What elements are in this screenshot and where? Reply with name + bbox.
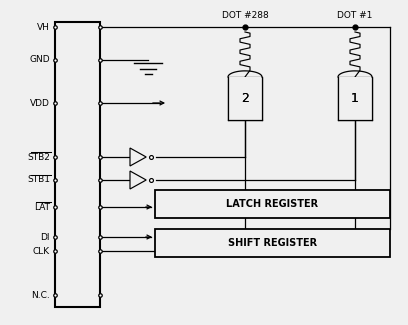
Bar — [338, 77, 372, 120]
Text: DOT #1: DOT #1 — [337, 11, 373, 20]
Text: DI: DI — [40, 232, 50, 241]
Text: N.C.: N.C. — [31, 291, 50, 300]
Text: DOT #288: DOT #288 — [222, 11, 268, 20]
Bar — [155, 190, 390, 218]
Text: VDD: VDD — [30, 98, 50, 108]
Polygon shape — [130, 171, 146, 189]
Text: STB1: STB1 — [27, 176, 50, 185]
Text: LAT: LAT — [34, 202, 50, 212]
Bar — [338, 77, 372, 120]
Text: 1: 1 — [351, 92, 359, 105]
Text: 1: 1 — [351, 92, 359, 105]
Text: VH: VH — [37, 22, 50, 32]
Text: LATCH REGISTER: LATCH REGISTER — [226, 199, 319, 209]
Text: GND: GND — [29, 56, 50, 64]
Bar — [55, 22, 100, 307]
Polygon shape — [130, 148, 146, 166]
Text: STB2: STB2 — [27, 152, 50, 162]
Bar — [155, 229, 390, 257]
Text: 2: 2 — [241, 92, 249, 105]
Text: 2: 2 — [241, 92, 249, 105]
Text: CLK: CLK — [33, 246, 50, 255]
Bar — [228, 77, 262, 120]
Bar — [228, 77, 262, 120]
Text: SHIFT REGISTER: SHIFT REGISTER — [228, 238, 317, 248]
